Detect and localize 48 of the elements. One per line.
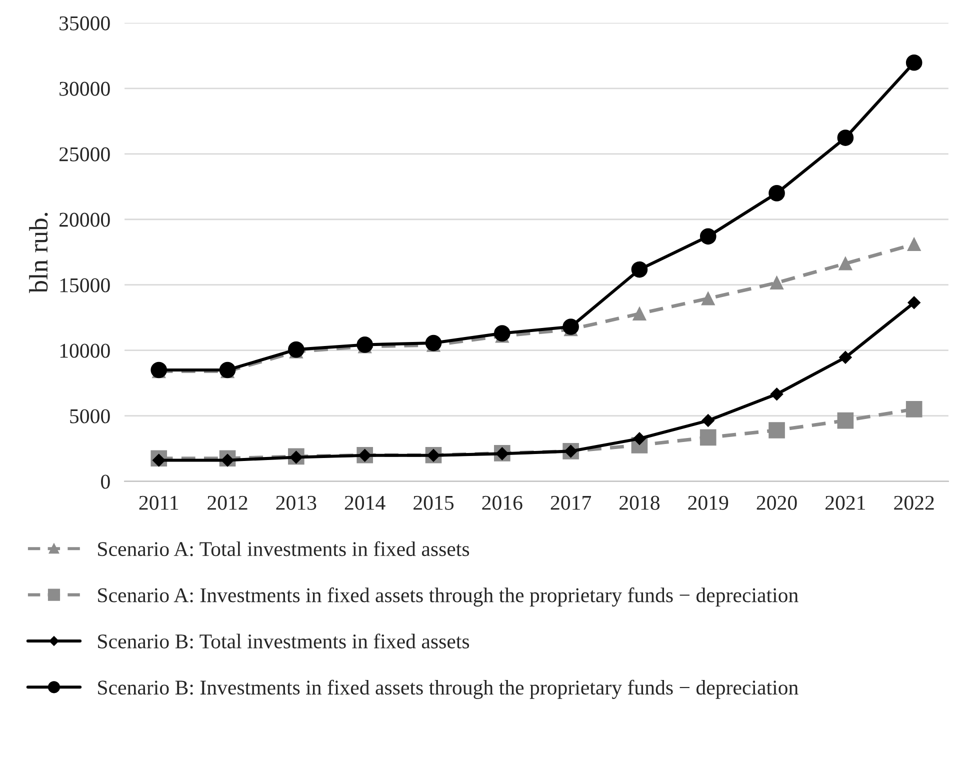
point [837,130,854,146]
x-tick-label: 2017 [550,496,592,510]
point [906,54,922,71]
point [837,412,854,429]
point [770,388,784,401]
y-tick-label: 25000 [59,147,110,162]
point [562,318,579,335]
x-tick-label: 2015 [414,496,454,510]
x-tick-label: 2018 [620,496,660,510]
x-tick-label: 2019 [688,496,728,510]
point [770,276,784,290]
point [906,400,922,418]
y-tick-label: 35000 [60,16,110,30]
x-tick-label: 2013 [276,496,316,510]
point [838,256,852,270]
point [632,306,646,320]
y-tick-label: 10000 [60,344,110,358]
point [700,228,716,245]
x-tick-label: 2014 [344,496,386,510]
x-tick-label: 2022 [894,496,934,510]
legend-label: Scenario A: Investments in fixed assets through the proprietary funds − depreciation [98,587,798,607]
y-tick-label: 0 [101,474,110,489]
legend-label: Scenario A: Total investments in fixed assets [98,541,470,556]
point [768,185,785,202]
x-tick-label: 2020 [756,496,797,510]
x-tick-label: 2012 [208,496,248,510]
point [839,351,852,364]
point [701,292,715,306]
y-tick-label: 5000 [70,409,110,424]
point [356,336,373,353]
point [908,296,921,310]
x-tick-label: 2011 [139,496,178,510]
point [425,334,442,352]
y-axis-title: bln rub. [29,212,48,294]
y-tick-label: 20000 [59,212,110,227]
point [700,429,716,446]
legend-label: Scenario B: Total investments in fixed assets [98,634,470,649]
x-tick-label: 2021 [826,496,866,510]
point [288,341,304,358]
y-tick-label: 30000 [60,82,110,96]
x-tick-label: 2016 [482,496,522,510]
point [907,237,921,252]
point [631,261,648,278]
legend-label: Scenario B: Investments in fixed assets through the proprietary funds − depreciation [98,680,798,699]
point [494,325,510,342]
y-tick-label: 15000 [60,278,110,292]
point [768,422,785,438]
point [702,414,715,427]
